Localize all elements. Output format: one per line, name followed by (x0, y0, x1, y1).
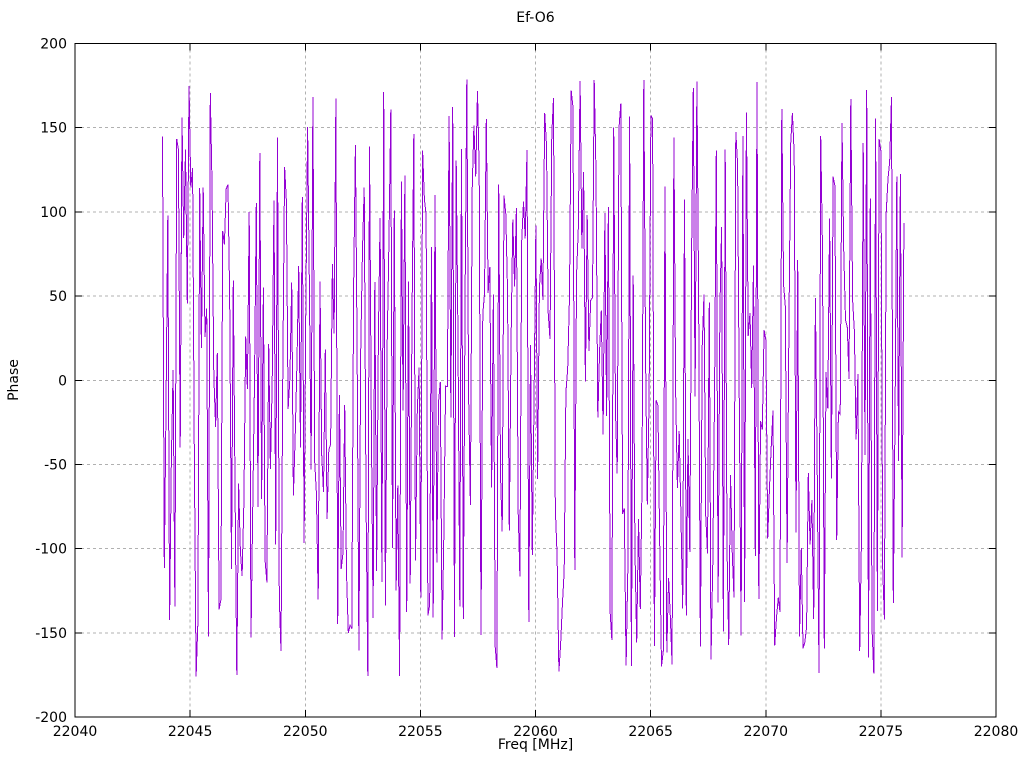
axis-ticks (74, 43, 997, 718)
x-tick-label: 22040 (53, 724, 98, 740)
x-tick-label: 22050 (283, 724, 328, 740)
x-tick-label: 22045 (168, 724, 213, 740)
y-tick-label: 0 (58, 373, 67, 389)
y-tick-label: 150 (40, 121, 67, 137)
x-tick-label: 22055 (398, 724, 443, 740)
x-axis-label: Freq [MHz] (497, 737, 574, 753)
phase-trace (162, 79, 905, 677)
x-tick-label: 22060 (513, 724, 558, 740)
x-tick-label: 22080 (974, 724, 1019, 740)
x-tick-label: 22075 (859, 724, 904, 740)
y-tick-label: -100 (35, 542, 67, 558)
x-tick-label: 22065 (628, 724, 673, 740)
y-tick-label: 50 (49, 289, 67, 305)
y-tick-label: -150 (35, 626, 67, 642)
y-tick-label: 100 (40, 205, 67, 221)
y-tick-label: 200 (40, 37, 67, 53)
chart-title: Ef-O6 (516, 10, 555, 26)
x-tick-labels: 22040 22045 22050 22055 22060 22065 22070 22075… (53, 724, 1019, 740)
y-tick-label: -50 (44, 457, 67, 473)
x-tick-label: 22070 (743, 724, 788, 740)
y-tick-labels: -200 -150 -100 -50 0 50 100 150 200 (35, 37, 67, 727)
y-tick-label: -200 (35, 710, 67, 726)
